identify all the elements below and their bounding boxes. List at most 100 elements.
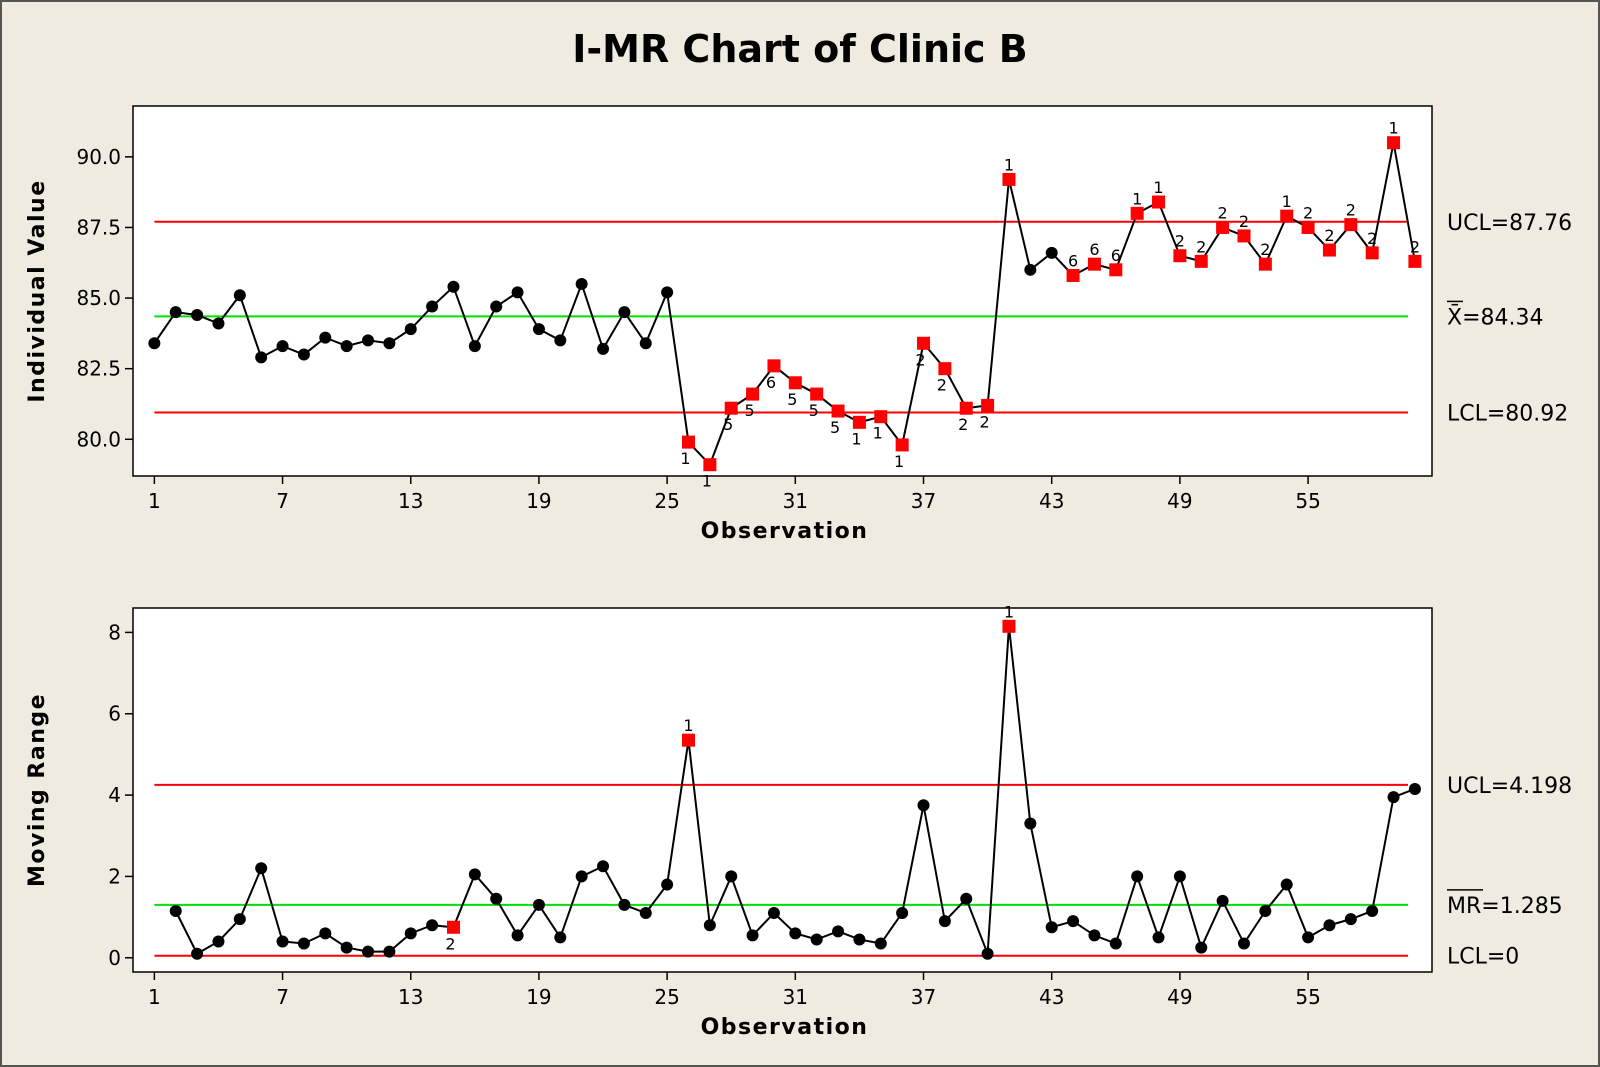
out-of-control-point bbox=[1408, 254, 1422, 268]
data-point bbox=[319, 331, 332, 344]
data-point bbox=[1088, 929, 1101, 942]
out-of-control-point bbox=[446, 920, 460, 934]
test-flag-label: 2 bbox=[1410, 237, 1420, 256]
out-of-control-point bbox=[767, 359, 781, 373]
test-flag-label: 1 bbox=[873, 424, 883, 443]
out-of-control-point bbox=[681, 435, 695, 449]
data-point bbox=[896, 907, 909, 920]
test-flag-label: 2 bbox=[937, 376, 947, 395]
test-flag-label: 1 bbox=[1004, 155, 1014, 174]
test-flag-label: 2 bbox=[1260, 240, 1270, 259]
data-point bbox=[917, 799, 930, 812]
out-of-control-point bbox=[981, 398, 995, 412]
ucl-label: UCL=87.76 bbox=[1447, 211, 1572, 236]
data-point bbox=[447, 280, 460, 293]
test-flag-label: 2 bbox=[1239, 212, 1249, 231]
test-flag-label: 1 bbox=[851, 429, 861, 448]
data-point bbox=[532, 898, 545, 911]
out-of-control-point bbox=[1002, 619, 1016, 633]
x-tick-label: 25 bbox=[654, 489, 679, 513]
x-tick-label: 49 bbox=[1167, 985, 1192, 1009]
data-point bbox=[810, 933, 823, 946]
out-of-control-point bbox=[1301, 220, 1315, 234]
test-flag-label: 6 bbox=[1068, 251, 1078, 270]
data-point bbox=[1131, 870, 1144, 883]
out-of-control-point bbox=[895, 438, 909, 452]
x-tick-label: 43 bbox=[1039, 985, 1064, 1009]
data-point bbox=[362, 334, 375, 347]
out-of-control-point bbox=[1173, 249, 1187, 263]
data-point bbox=[490, 892, 503, 905]
data-point bbox=[1045, 921, 1058, 934]
out-of-control-point bbox=[788, 376, 802, 390]
data-point bbox=[597, 342, 610, 355]
out-of-control-point bbox=[1280, 209, 1294, 223]
chart-title: I-MR Chart of Clinic B bbox=[572, 27, 1028, 71]
test-flag-label: 1 bbox=[894, 452, 904, 471]
data-point bbox=[511, 286, 524, 299]
x-tick-label: 1 bbox=[148, 489, 161, 513]
data-point bbox=[1109, 937, 1122, 950]
data-point bbox=[297, 348, 310, 361]
test-flag-label: 6 bbox=[766, 373, 776, 392]
data-point bbox=[468, 340, 481, 353]
out-of-control-point bbox=[810, 387, 824, 401]
x-tick-label: 1 bbox=[148, 985, 161, 1009]
y-tick-label: 87.5 bbox=[76, 215, 121, 239]
data-point bbox=[981, 947, 994, 960]
out-of-control-point bbox=[703, 458, 717, 472]
data-point bbox=[340, 941, 353, 954]
out-of-control-point bbox=[1344, 218, 1358, 232]
data-point bbox=[832, 925, 845, 938]
data-point bbox=[1152, 931, 1165, 944]
data-point bbox=[639, 337, 652, 350]
data-point bbox=[1237, 937, 1250, 950]
y-tick-label: 90.0 bbox=[76, 145, 121, 169]
test-flag-label: 2 bbox=[958, 415, 968, 434]
out-of-control-point bbox=[1002, 172, 1016, 186]
out-of-control-point bbox=[1109, 263, 1123, 277]
data-point bbox=[618, 306, 631, 319]
x-tick-label: 49 bbox=[1167, 489, 1192, 513]
x-tick-label: 55 bbox=[1295, 489, 1320, 513]
data-point bbox=[554, 334, 567, 347]
test-flag-label: 1 bbox=[1153, 178, 1163, 197]
test-flag-label: 2 bbox=[1175, 232, 1185, 251]
test-flag-label: 5 bbox=[787, 390, 797, 409]
x-tick-label: 55 bbox=[1295, 985, 1320, 1009]
data-point bbox=[276, 340, 289, 353]
data-point bbox=[703, 919, 716, 932]
test-flag-label: 2 bbox=[915, 350, 925, 369]
data-point bbox=[426, 300, 439, 313]
data-point bbox=[490, 300, 503, 313]
data-point bbox=[725, 870, 738, 883]
data-point bbox=[233, 289, 246, 302]
out-of-control-point bbox=[681, 733, 695, 747]
data-point bbox=[297, 937, 310, 950]
out-of-control-point bbox=[1087, 257, 1101, 271]
data-point bbox=[1387, 791, 1400, 804]
data-point bbox=[404, 323, 417, 336]
test-flag-label: 5 bbox=[830, 418, 840, 437]
individual-value-panel: 80.082.585.087.590.01 7 13 19 25 31 37 43 49 55Ob… bbox=[25, 105, 1572, 544]
data-point bbox=[767, 907, 780, 920]
y-tick-label: 80.0 bbox=[76, 427, 121, 451]
data-point bbox=[191, 309, 204, 322]
data-point bbox=[1024, 263, 1037, 276]
y-tick-label: 6 bbox=[108, 702, 121, 726]
data-point bbox=[789, 927, 802, 940]
y-axis-label: Individual Value bbox=[25, 179, 50, 402]
out-of-control-point bbox=[1130, 206, 1144, 220]
data-point bbox=[532, 323, 545, 336]
data-point bbox=[1259, 904, 1272, 917]
y-tick-label: 82.5 bbox=[76, 357, 121, 381]
test-flag-label: 2 bbox=[1367, 229, 1377, 248]
data-point bbox=[383, 337, 396, 350]
test-flag-label: 2 bbox=[1196, 237, 1206, 256]
plot-area bbox=[132, 607, 1433, 973]
test-flag-label: 2 bbox=[1303, 203, 1313, 222]
data-point bbox=[938, 915, 951, 928]
test-flag-label: 5 bbox=[744, 401, 754, 420]
